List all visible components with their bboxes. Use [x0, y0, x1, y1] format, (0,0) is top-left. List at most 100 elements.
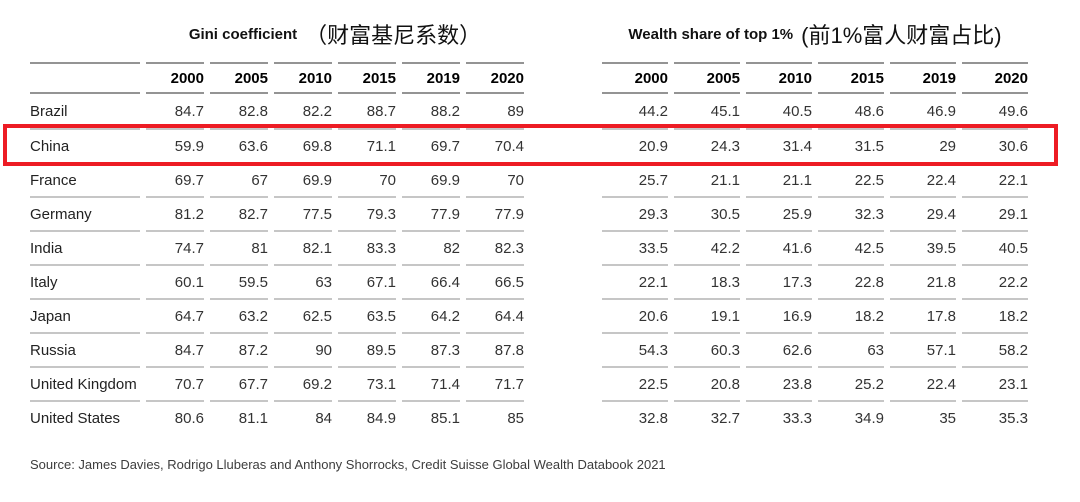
wealth-value: 17.8 — [890, 298, 956, 332]
gini-value: 63.6 — [210, 128, 268, 162]
wealth-value: 17.3 — [746, 264, 812, 298]
gini-value: 82.1 — [274, 230, 332, 264]
wealth-value: 46.9 — [926, 102, 956, 120]
wealth-value: 58.2 — [962, 332, 1028, 366]
wealth-value: 39.5 — [890, 230, 956, 264]
gini-value: 67.7 — [210, 366, 268, 400]
gini-value: 81.2 — [146, 196, 204, 230]
wealth-value: 32.8 — [602, 400, 668, 434]
gini-value: 69.7 — [402, 128, 460, 162]
gini-value: 70 — [338, 162, 396, 196]
gini-value: 62.5 — [274, 298, 332, 332]
gini-value: 89 — [507, 102, 524, 120]
source-note: Source: James Davies, Rodrigo Lluberas a… — [30, 457, 666, 472]
gini-value: 87.8 — [466, 332, 524, 366]
country-label: France — [30, 162, 140, 196]
gini-value: 90 — [274, 332, 332, 366]
country-label: Russia — [30, 332, 140, 366]
gini-value: 81.1 — [210, 400, 268, 434]
gini-value: 77.5 — [274, 196, 332, 230]
wealth-value: 33.5 — [602, 230, 668, 264]
gini-value: 69.2 — [274, 366, 332, 400]
gini-value: 82.2 — [302, 102, 332, 120]
gini-value: 70.4 — [466, 128, 524, 162]
year-header-stub — [30, 62, 140, 94]
wealth-group-header: Wealth share of top 1% (前1%富人财富占比) — [602, 0, 1028, 62]
wealth-value: 21.8 — [890, 264, 956, 298]
wealth-value: 23.8 — [746, 366, 812, 400]
wealth-value: 33.3 — [746, 400, 812, 434]
wealth-value: 20.8 — [674, 366, 740, 400]
gini-value: 82.7 — [210, 196, 268, 230]
wealth-value: 29.1 — [962, 196, 1028, 230]
wealth-value: 23.1 — [962, 366, 1028, 400]
gini-value: 88.7 — [366, 102, 396, 120]
country-label: Japan — [30, 298, 140, 332]
wealth-value: 22.2 — [962, 264, 1028, 298]
gini-value: 69.8 — [274, 128, 332, 162]
wealth-group-header-en: Wealth share of top 1% — [628, 25, 794, 43]
country-label: Italy — [30, 264, 140, 298]
gini-value: 59.9 — [146, 128, 204, 162]
wealth-value: 48.6 — [854, 102, 884, 120]
gini-value: 84 — [274, 400, 332, 434]
country-label: Brazil — [30, 102, 68, 120]
gini-value: 82 — [402, 230, 460, 264]
wealth-value: 22.4 — [890, 366, 956, 400]
gini-value: 71.7 — [466, 366, 524, 400]
gini-value: 67.1 — [338, 264, 396, 298]
gini-value: 64.7 — [146, 298, 204, 332]
wealth-value: 22.8 — [818, 264, 884, 298]
gini-year-header: 2000 — [146, 62, 204, 94]
gini-value: 66.4 — [402, 264, 460, 298]
wealth-value: 40.5 — [782, 102, 812, 120]
wealth-value: 25.7 — [602, 162, 668, 196]
wealth-value: 42.2 — [674, 230, 740, 264]
gini-value: 74.7 — [146, 230, 204, 264]
gini-value: 63.2 — [210, 298, 268, 332]
gini-value: 63.5 — [338, 298, 396, 332]
country-label: India — [30, 230, 140, 264]
gini-value: 64.4 — [466, 298, 524, 332]
country-label: China — [30, 128, 140, 162]
gini-year-header: 2020 — [466, 62, 524, 94]
wealth-value: 32.3 — [818, 196, 884, 230]
wealth-value: 22.4 — [890, 162, 956, 196]
wealth-value: 30.5 — [674, 196, 740, 230]
wealth-table: Gini coefficient （财富基尼系数） Wealth share o… — [30, 0, 1028, 434]
wealth-value: 22.5 — [602, 366, 668, 400]
wealth-year-header: 2005 — [674, 62, 740, 94]
wealth-value: 41.6 — [746, 230, 812, 264]
wealth-value: 29.4 — [890, 196, 956, 230]
gini-group-header-zh: （财富基尼系数） — [305, 23, 482, 48]
gini-value: 87.3 — [402, 332, 460, 366]
wealth-value: 21.1 — [674, 162, 740, 196]
gini-value: 82.3 — [466, 230, 524, 264]
wealth-value: 60.3 — [674, 332, 740, 366]
wealth-value: 31.4 — [746, 128, 812, 162]
wealth-value: 20.6 — [602, 298, 668, 332]
wealth-value: 35 — [890, 400, 956, 434]
country-label: Germany — [30, 196, 140, 230]
gini-value: 84.7 — [146, 332, 204, 366]
gini-value: 87.2 — [210, 332, 268, 366]
gini-value: 84.9 — [338, 400, 396, 434]
gini-value: 79.3 — [338, 196, 396, 230]
gini-value: 84.7 — [174, 102, 204, 120]
gini-value: 77.9 — [402, 196, 460, 230]
gini-value: 80.6 — [146, 400, 204, 434]
gini-value: 70.7 — [146, 366, 204, 400]
wealth-value: 25.2 — [818, 366, 884, 400]
wealth-value: 44.2 — [638, 102, 668, 120]
wealth-value: 29 — [890, 128, 956, 162]
wealth-value: 25.9 — [746, 196, 812, 230]
gini-value: 69.7 — [146, 162, 204, 196]
gini-value: 70 — [466, 162, 524, 196]
gini-value: 77.9 — [466, 196, 524, 230]
wealth-value: 29.3 — [602, 196, 668, 230]
gini-value: 82.8 — [238, 102, 268, 120]
country-label: United States — [30, 400, 140, 434]
wealth-value: 40.5 — [962, 230, 1028, 264]
wealth-value: 34.9 — [818, 400, 884, 434]
